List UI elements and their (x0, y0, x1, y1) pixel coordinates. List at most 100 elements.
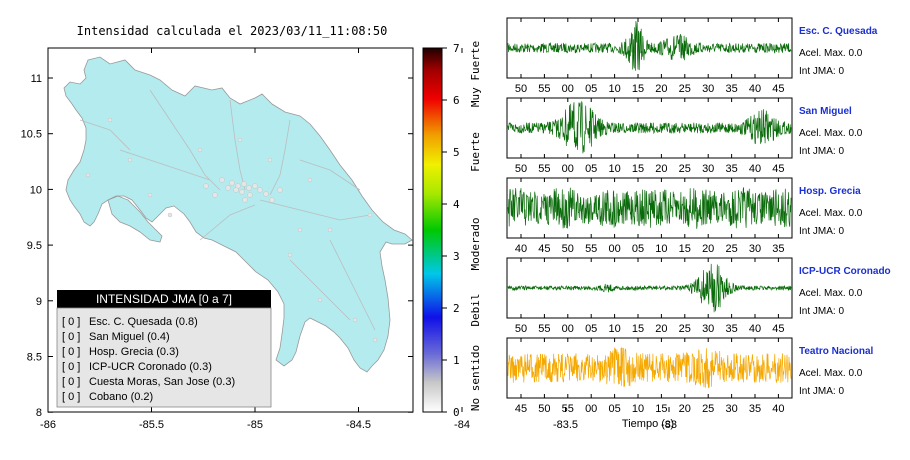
seismogram-trace (507, 101, 792, 154)
station-name: San Miguel (799, 106, 852, 117)
seismogram-tick-label: 15 (655, 403, 667, 415)
seismogram-tick-label: 40 (515, 243, 527, 255)
seismogram-tick-label: 35 (772, 243, 784, 255)
map-axis-ticks: -86 -85.5 -85 -84.5 -84 -83.5 -831110.5109.598… (21, 48, 677, 431)
colorbar-category-label: No sentido (469, 345, 482, 411)
station-accel: Acel. Max. 0.0 (799, 128, 863, 139)
lat-tick-label: 11 (31, 73, 42, 85)
lon-tick-label: -83 (661, 419, 677, 431)
seismogram-panel: 50 55 00 05 10 15 20 25 30 35 40 45 Esc. C. Quesada A… (506, 17, 878, 95)
seismogram-tick-label: 00 (562, 163, 574, 175)
legend-row-value: [ 0 ] (62, 376, 80, 388)
seismogram-tick-label: 40 (749, 323, 761, 335)
station-accel: Acel. Max. 0.0 (799, 208, 863, 219)
seismogram-panel: 50 55 00 05 10 15 20 25 30 35 40 45 ICP-UCR Coronado… (506, 257, 891, 335)
colorbar-category-label: Debil (469, 293, 482, 326)
seismogram-tick-label: 55 (585, 243, 597, 255)
seismogram-tick-label: 45 (772, 83, 784, 95)
station-name: ICP-UCR Coronado (799, 266, 891, 277)
lat-tick-label: 9 (36, 296, 42, 308)
colorbar-category-label: Muy Fuerte (469, 41, 482, 107)
seismogram-tick-label: 55 (562, 403, 574, 415)
costa-rica-landmass (63, 56, 413, 373)
seismogram-tick-label: 05 (585, 163, 597, 175)
lon-tick-label: -85 (247, 419, 263, 431)
lon-tick-label: -84 (454, 419, 470, 431)
legend-row-value: [ 0 ] (62, 361, 80, 373)
seismogram-panel: 40 45 50 55 00 05 10 15 20 25 30 35 Hosp. Grecia Acel… (506, 177, 863, 255)
seismogram-tick-label: 45 (538, 243, 550, 255)
seismogram-tick-label: 35 (725, 323, 737, 335)
lat-tick-label: 10.5 (21, 129, 42, 141)
seismogram-tick-label: 25 (702, 403, 714, 415)
station-jma: Int JMA: 0 (799, 226, 844, 237)
lat-tick-label: 10 (30, 184, 42, 196)
legend-rows: [ 0 ] Esc. C. Quesada (0.8) [ 0 ] San Migue… (62, 316, 235, 403)
station-name: Teatro Nacional (799, 346, 873, 357)
lon-tick-label: -85.5 (139, 419, 164, 431)
seismogram-tick-label: 30 (702, 323, 714, 335)
seismogram-tick-label: 30 (749, 243, 761, 255)
station-name: Hosp. Grecia (799, 186, 861, 197)
seismogram-tick-label: 00 (562, 323, 574, 335)
seismogram-tick-label: 25 (679, 323, 691, 335)
colorbar-labels: Muy Fuerte Fuerte Moderado Debil No sentido (469, 41, 482, 411)
seismogram-tick-label: 00 (562, 83, 574, 95)
seismogram-tick-label: 20 (655, 163, 667, 175)
seismogram-tick-label: 00 (608, 243, 620, 255)
colorbar-tick-label: 5 (453, 146, 460, 159)
seismogram-tick-label: 05 (585, 323, 597, 335)
seismogram-panel: 45 50 55 00 05 10 15 20 25 30 35 40 Teatro Nacional A… (506, 337, 873, 415)
seismogram-tick-label: 05 (608, 403, 620, 415)
seismogram-tick-label: 30 (702, 83, 714, 95)
seismogram-tick-label: 05 (585, 83, 597, 95)
legend-row-value: [ 0 ] (62, 331, 80, 343)
legend-row-value: [ 0 ] (62, 316, 80, 328)
seismogram-tick-label: 15 (632, 323, 644, 335)
legend-row-value: [ 0 ] (62, 346, 80, 358)
station-name: Esc. C. Quesada (799, 26, 878, 37)
legend-row-station: Cuesta Moras, San Jose (0.3) (89, 376, 235, 388)
station-jma: Int JMA: 0 (799, 386, 844, 397)
legend-row-station: San Miguel (0.4) (89, 331, 170, 343)
seismogram-tick-label: 55 (538, 323, 550, 335)
station-jma: Int JMA: 0 (799, 306, 844, 317)
intensity-legend: INTENSIDAD JMA [0 a 7] [ 0 ] Esc. C. Ques… (56, 290, 272, 408)
station-accel: Acel. Max. 0.0 (799, 288, 863, 299)
station-jma: Int JMA: 0 (799, 146, 844, 157)
lon-tick-label: -84.5 (346, 419, 371, 431)
seismogram-xlabel: Tiempo (s) (622, 418, 674, 430)
colorbar-tick-label: 6 (453, 94, 460, 107)
colorbar-tick-label: 1 (453, 354, 460, 367)
colorbar-tick-label: 0 (453, 406, 460, 419)
seismogram-tick-label: 00 (585, 403, 597, 415)
legend-row-value: [ 0 ] (62, 391, 80, 403)
seismogram-tick-label: 35 (725, 83, 737, 95)
intensity-colorbar: 7 6 5 4 3 2 1 0 Muy Fuerte Fuerte Moderado Debil No… (422, 41, 482, 419)
seismogram-tick-label: 40 (749, 83, 761, 95)
colorbar-ticks: 7 6 5 4 3 2 1 0 (442, 42, 460, 419)
seismogram-tick-label: 50 (538, 403, 550, 415)
nicoya-peninsula (107, 195, 163, 243)
seismogram-tick-label: 40 (749, 163, 761, 175)
seismogram-tick-label: 35 (725, 163, 737, 175)
legend-row-station: Hosp. Grecia (0.3) (89, 346, 179, 358)
lat-tick-label: 8.5 (27, 352, 42, 364)
seismogram-trace (507, 347, 792, 389)
legend-row-station: Esc. C. Quesada (0.8) (89, 316, 198, 328)
seismogram-tick-label: 30 (702, 163, 714, 175)
seismogram-tick-label: 20 (655, 323, 667, 335)
colorbar-tick-label: 2 (453, 302, 460, 315)
station-accel: Acel. Max. 0.0 (799, 48, 863, 59)
seismogram-tick-label: 15 (632, 163, 644, 175)
lon-tick-label: -83.5 (553, 419, 578, 431)
seismogram-tick-label: 25 (725, 243, 737, 255)
seismogram-tick-label: 50 (562, 243, 574, 255)
seismogram-tick-label: 20 (679, 403, 691, 415)
seismogram-frame (506, 177, 793, 239)
colorbar-category-label: Moderado (469, 218, 482, 271)
seismogram-tick-label: 45 (515, 403, 527, 415)
seismogram-tick-label: 10 (608, 323, 620, 335)
seismogram-tick-label: 05 (632, 243, 644, 255)
